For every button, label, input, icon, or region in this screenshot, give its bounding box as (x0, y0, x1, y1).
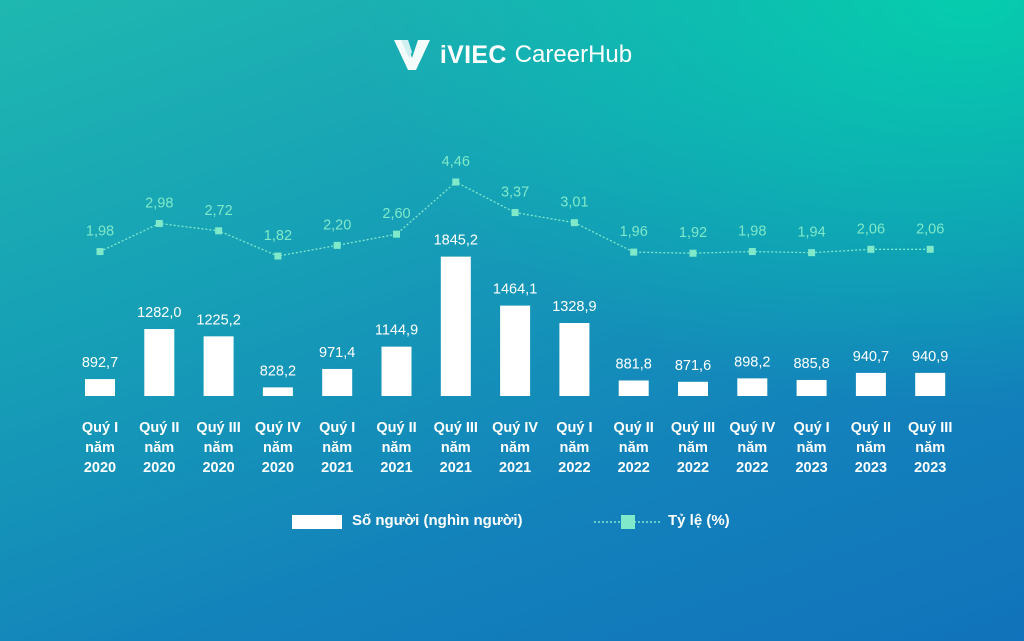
bar-value-label: 1144,9 (375, 323, 418, 339)
rate-point (570, 219, 578, 227)
rate-point (748, 248, 756, 256)
bar (737, 378, 768, 396)
bar (322, 368, 353, 396)
rate-value-label: 4,46 (442, 154, 470, 170)
bar-value-label: 871,6 (675, 358, 711, 374)
rate-value-label: 2,60 (382, 206, 410, 222)
bar-value-label: 1845,2 (434, 233, 478, 249)
rate-point (630, 248, 638, 256)
bar (500, 305, 531, 396)
bar (796, 379, 827, 396)
bar-value-label: 1464,1 (493, 282, 537, 298)
bar-value-label: 828,2 (260, 363, 296, 379)
bar-value-label: 940,7 (853, 349, 889, 365)
rate-point (689, 249, 697, 257)
iviec-logo-icon (393, 40, 430, 70)
rate-value-label: 2,72 (204, 203, 232, 219)
bar-value-label: 1328,9 (552, 299, 596, 315)
x-tick-label: Quý III năm 2022 (671, 420, 715, 476)
bar-value-label: 1225,2 (196, 312, 240, 328)
bar-value-label: 971,4 (319, 345, 355, 361)
x-tick-label: Quý III năm 2021 (434, 420, 478, 476)
rate-value-label: 1,98 (738, 224, 766, 240)
bar (915, 372, 946, 396)
x-tick-label: Quý III năm 2023 (908, 420, 952, 476)
rate-value-label: 1,96 (620, 224, 648, 240)
legend-bar-swatch (292, 515, 342, 529)
x-tick-label: Quý IV năm 2022 (729, 420, 775, 476)
bar-value-label: 885,8 (793, 356, 829, 372)
x-tick-label: Quý III năm 2020 (196, 420, 240, 476)
rate-value-label: 3,37 (501, 185, 529, 201)
rate-value-label: 1,98 (86, 224, 114, 240)
rate-point (452, 178, 460, 186)
legend-line-label: Tỷ lệ (%) (668, 512, 730, 529)
brand-subtitle: CareerHub (514, 41, 633, 68)
bar-value-label: 940,9 (912, 349, 948, 365)
bar (855, 372, 886, 396)
bar (618, 380, 649, 396)
rate-point (155, 220, 163, 228)
legend-bar-label: Số người (nghìn người) (352, 512, 523, 529)
bar (85, 379, 115, 396)
x-tick-label: Quý II năm 2021 (376, 420, 416, 476)
rate-value-label: 3,01 (560, 195, 588, 211)
rate-value-label: 1,92 (679, 225, 707, 241)
brand-logo: iVIEC CareerHub (0, 38, 1024, 72)
rate-point (333, 241, 341, 249)
legend-line-swatch (594, 515, 662, 529)
rate-value-label: 2,06 (916, 221, 944, 237)
rate-value-label: 2,20 (323, 217, 351, 233)
rate-point (96, 248, 104, 256)
x-tick-label: Quý II năm 2022 (614, 420, 654, 476)
x-tick-label: Quý II năm 2020 (139, 420, 179, 476)
bar-value-label: 881,8 (616, 356, 652, 372)
chart-legend: Số người (nghìn người) Tỷ lệ (%) (0, 510, 1024, 534)
brand-name: iVIEC (439, 40, 507, 69)
x-tick-label: Quý IV năm 2021 (492, 420, 538, 476)
rate-value-label: 1,94 (797, 225, 825, 241)
rate-point (393, 230, 400, 238)
bar-value-label: 892,7 (82, 355, 118, 371)
bar (262, 387, 293, 396)
rate-point (926, 245, 934, 253)
bar (559, 322, 590, 396)
x-tick-label: Quý II năm 2023 (851, 420, 891, 476)
rate-value-label: 2,06 (857, 221, 885, 237)
bar (440, 256, 471, 396)
bar (203, 336, 234, 396)
bar (678, 381, 708, 396)
rate-value-label: 2,98 (145, 196, 173, 212)
rate-point (867, 245, 875, 253)
bar (381, 346, 412, 396)
rate-point (215, 227, 223, 235)
bar-value-label: 1282,0 (137, 305, 181, 321)
bar-value-label: 898,2 (734, 354, 770, 370)
rate-value-label: 1,82 (264, 228, 292, 244)
bar (144, 329, 175, 396)
rate-point (808, 249, 816, 257)
x-tick-label: Quý IV năm 2020 (255, 420, 301, 476)
rate-point (274, 252, 282, 260)
rate-point (511, 209, 519, 217)
